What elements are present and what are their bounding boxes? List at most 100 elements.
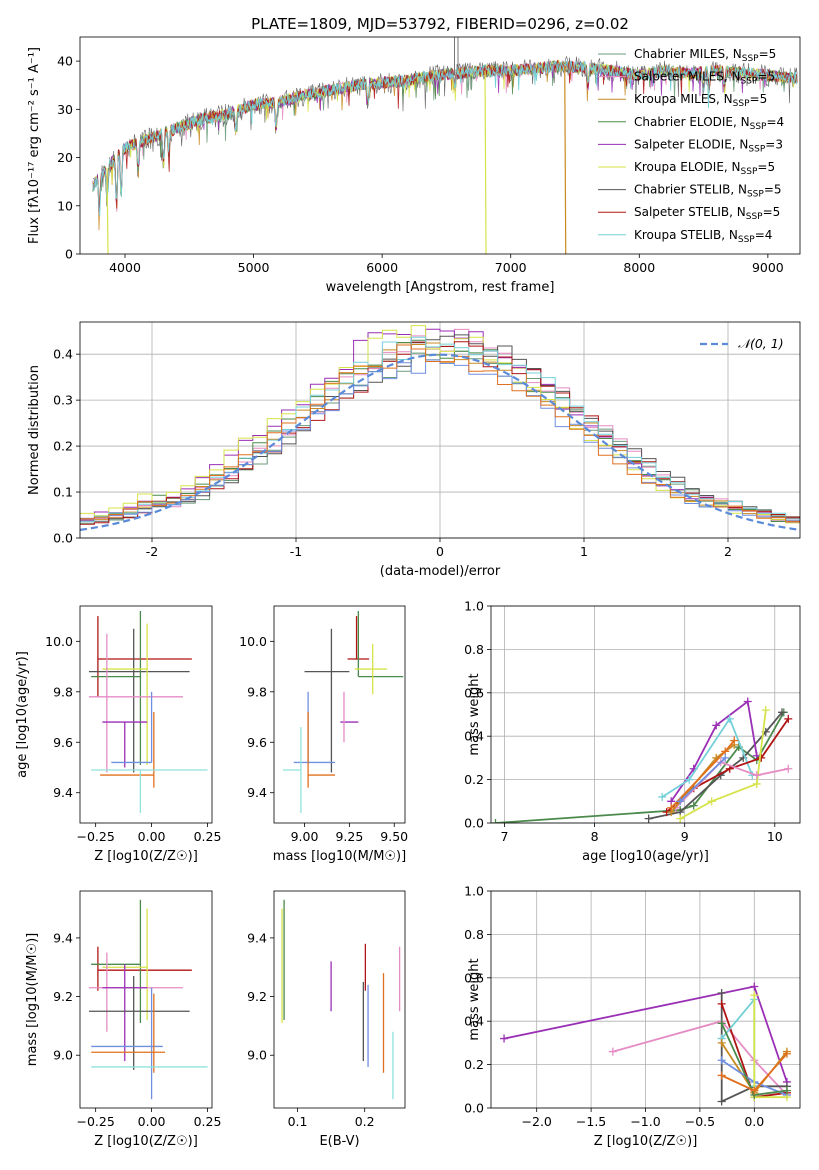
- panel-mass_vs_ebv: 0.1 0.2 9.0 9.2 9.4 E(B-V): [247, 890, 406, 1149]
- legend-label: Chabrier MILES, NSSP=5: [634, 47, 776, 64]
- weight-marker: [667, 803, 676, 812]
- y-tick-label: 0.8: [464, 642, 484, 657]
- legend-label: Chabrier STELIB, NSSP=5: [634, 183, 782, 200]
- legend-label-main: Kroupa STELIB, N: [634, 228, 738, 242]
- y-tick-label: 9.2: [247, 989, 267, 1004]
- x-tick-label: 8: [591, 829, 599, 844]
- weight-marker: [717, 999, 726, 1008]
- x-axis-label: Z [log10(Z/Z☉)]: [94, 849, 198, 864]
- legend-label-main: Chabrier MILES, N: [634, 47, 742, 61]
- weight-marker: [644, 814, 653, 823]
- weight-marker: [782, 1086, 791, 1095]
- weight-marker: [717, 988, 726, 997]
- x-tick-label: 7: [501, 829, 509, 844]
- x-tick-label: 6000: [366, 260, 398, 275]
- legend-label-tail: =5: [763, 205, 781, 219]
- y-tick-label: 9.6: [247, 735, 267, 750]
- spectrum-artifact: [106, 168, 109, 254]
- x-axis-label: E(B-V): [319, 1134, 359, 1149]
- axes-frame: [79, 605, 213, 824]
- weight-marker: [721, 753, 730, 762]
- legend-label-tail: =5: [757, 160, 775, 174]
- weight-marker: [717, 1056, 726, 1065]
- y-tick-label: 9.4: [247, 785, 267, 800]
- weight-marker: [717, 1071, 726, 1080]
- plot-area: [500, 982, 791, 1106]
- gaussian-curve: [80, 353, 800, 531]
- weight-marker: [750, 1086, 759, 1095]
- weight-marker: [784, 764, 793, 773]
- y-tick-label: 0.6: [464, 685, 484, 700]
- legend-label-main: Salpeter STELIB, N: [634, 205, 746, 219]
- weight-marker: [658, 792, 667, 801]
- y-tick-label: 9.4: [53, 785, 73, 800]
- legend-label-main: Kroupa MILES, N: [634, 92, 733, 106]
- x-tick-label: 0.0: [744, 1114, 764, 1129]
- weight-line: [612, 1020, 788, 1096]
- x-tick-label: -1: [290, 544, 302, 559]
- weight-marker: [689, 801, 698, 810]
- x-tick-label: 4000: [109, 260, 141, 275]
- legend-label-tail: =4: [755, 228, 773, 242]
- histogram-step: [80, 344, 800, 522]
- x-axis-label: Z [log10(Z/Z☉)]: [594, 1134, 698, 1149]
- weight-line: [495, 711, 785, 823]
- legend-label-sub: SSP: [747, 190, 764, 200]
- weight-marker: [717, 1038, 726, 1047]
- axes-frame: [490, 890, 801, 1109]
- y-tick-label: 0.2: [53, 439, 73, 454]
- panel-mass_vs_Z: −0.25 0.00 0.25 9.0 9.2 9.4 Z [log10(Z/Z☉)] mas…: [25, 890, 222, 1149]
- x-tick-label: 9000: [752, 260, 784, 275]
- legend-label: Salpeter ELODIE, NSSP=3: [634, 137, 783, 154]
- legend-label: Salpeter MILES, NSSP=5: [634, 70, 775, 87]
- legend-label-tail: =5: [757, 70, 775, 84]
- plot-area: [282, 611, 404, 813]
- panel-mass_weight_vs_age: 7 8 9 10 0.0 0.2 0.4 0.6 0.8 1.0 age [log10(age/yr…: [464, 599, 801, 864]
- x-tick-label: 0.25: [194, 1114, 222, 1129]
- x-tick-label: 1: [580, 544, 588, 559]
- legend-label-sub: SSP: [733, 99, 750, 109]
- y-tick-label: 20: [57, 150, 73, 165]
- weight-marker: [761, 706, 770, 715]
- y-tick-label: 0.2: [464, 1057, 484, 1072]
- weight-line: [679, 757, 726, 802]
- axes-frame: [490, 605, 801, 824]
- legend-label: Chabrier ELODIE, NSSP=4: [634, 115, 784, 132]
- weight-marker: [608, 1047, 617, 1056]
- y-axis-label: mass [log10(M/M☉)]: [25, 933, 40, 1066]
- y-tick-label: 9.0: [247, 1048, 267, 1063]
- weight-marker: [676, 797, 685, 806]
- plot-area: [491, 697, 793, 823]
- y-axis-label: age [log10(age/yr)]: [15, 651, 30, 778]
- weight-marker: [777, 708, 786, 717]
- legend-label: Kroupa ELODIE, NSSP=5: [634, 160, 775, 177]
- x-tick-label: 9.25: [335, 829, 363, 844]
- y-tick-label: 0.2: [464, 772, 484, 787]
- weight-marker: [491, 819, 500, 823]
- x-tick-label: −1.0: [630, 1114, 660, 1129]
- plot-area: [88, 899, 208, 1100]
- y-tick-label: 1.0: [464, 599, 484, 614]
- legend-label-sub: SSP: [750, 122, 767, 132]
- histogram-step: [80, 328, 800, 523]
- y-axis-label: Normed distribution: [27, 365, 42, 495]
- legend-label-tail: =5: [764, 183, 782, 197]
- weight-marker: [712, 721, 721, 730]
- weight-marker: [784, 714, 793, 723]
- weight-marker: [750, 991, 759, 1000]
- axes-frame: [273, 890, 406, 1109]
- panel-spectrum: 4000 5000 6000 7000 8000 9000 0 10 20 30 40 wavelen…: [27, 36, 801, 295]
- y-tick-label: 0.0: [464, 816, 484, 831]
- y-tick-label: 0: [65, 247, 73, 262]
- y-tick-label: 9.4: [53, 930, 73, 945]
- panel-age_vs_mass: 9.00 9.25 9.50 9.4 9.6 9.8 10.0 mass [log10(M/M…: [239, 605, 408, 864]
- axes-frame: [79, 36, 801, 255]
- x-tick-label: 0.25: [194, 829, 222, 844]
- legend-label-main: Kroupa ELODIE, N: [634, 160, 741, 174]
- weight-marker: [752, 771, 761, 780]
- y-tick-label: 10.0: [45, 634, 73, 649]
- weight-marker: [782, 1049, 791, 1058]
- legend-label-main: Salpeter ELODIE, N: [634, 137, 748, 151]
- x-tick-label: 9.00: [291, 829, 319, 844]
- legend-label-sub: SSP: [746, 212, 763, 222]
